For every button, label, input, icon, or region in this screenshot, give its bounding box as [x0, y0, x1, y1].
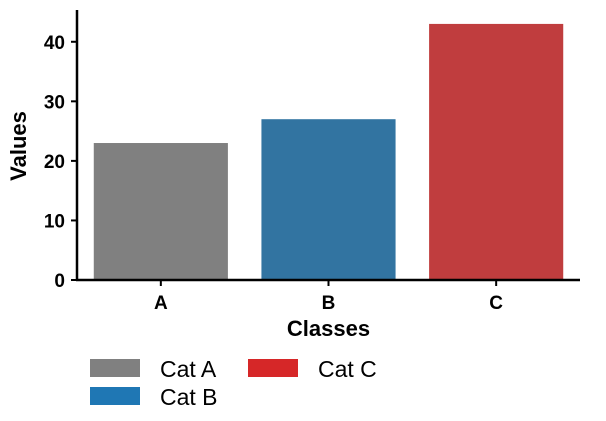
legend-swatch: [90, 387, 140, 405]
y-tick-label: 30: [44, 92, 65, 113]
y-axis-ticks: 0 10 20 30 40: [44, 33, 77, 292]
y-tick-label: 40: [44, 33, 65, 54]
legend-label: Cat C: [318, 356, 377, 382]
x-axis-ticks: A B C: [154, 280, 503, 314]
legend-label: Cat A: [160, 356, 217, 382]
y-tick-label: 0: [54, 271, 65, 292]
y-axis-title: Values: [6, 111, 31, 181]
legend-swatch: [90, 359, 140, 377]
x-axis-title: Classes: [287, 316, 370, 341]
y-tick-label: 20: [44, 152, 65, 173]
bars-group: [93, 23, 564, 281]
legend-label: Cat B: [160, 384, 218, 410]
y-tick-label: 10: [44, 211, 65, 232]
x-tick-label: C: [489, 293, 503, 314]
legend-swatch: [248, 359, 298, 377]
x-tick-label: A: [154, 293, 168, 314]
bar-b: [261, 119, 396, 280]
bar-c: [429, 23, 564, 281]
bar-a: [93, 143, 228, 280]
x-tick-label: B: [322, 293, 336, 314]
